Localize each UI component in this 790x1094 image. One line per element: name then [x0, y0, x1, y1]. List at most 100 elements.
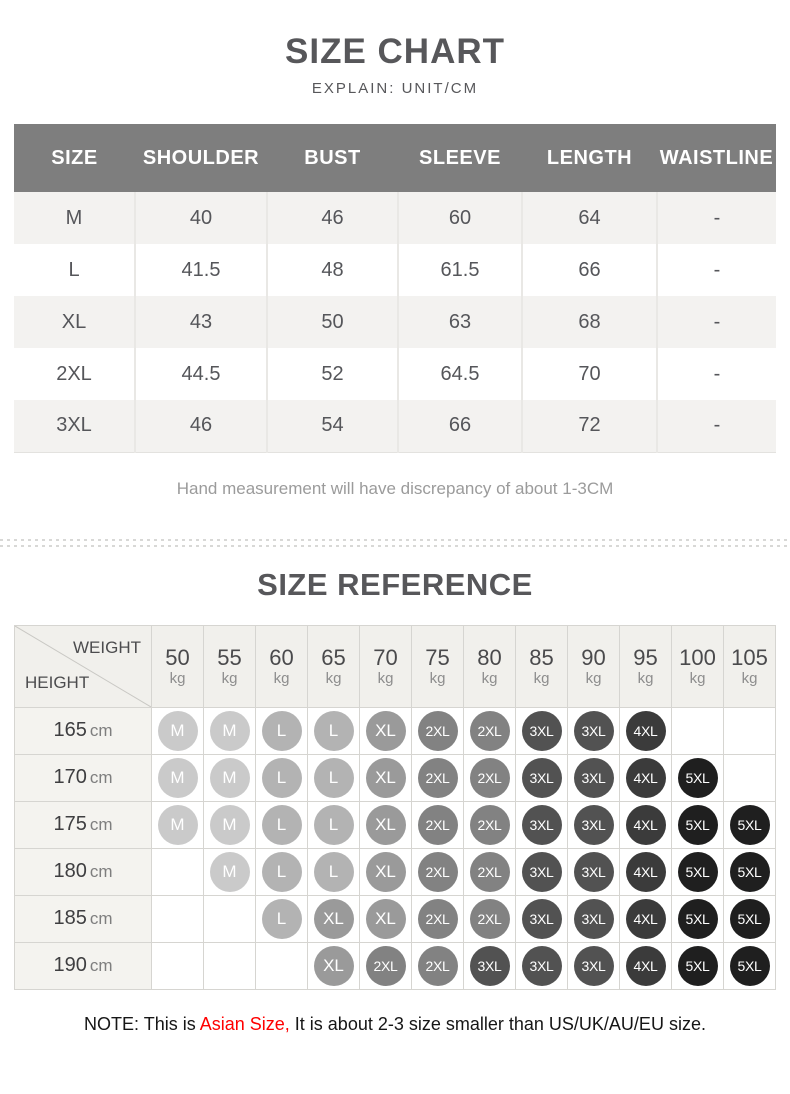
size-badge: XL: [365, 710, 406, 751]
size-cell: 3XL: [515, 753, 568, 802]
size-badge: M: [209, 710, 250, 751]
height-unit: cm: [89, 721, 113, 740]
measurement-value: -: [657, 296, 776, 348]
empty-size-cell: [723, 753, 776, 802]
size-badge: L: [261, 804, 302, 845]
size-badge: 4XL: [625, 851, 666, 892]
measurement-value: 72: [522, 400, 658, 452]
size-badge: M: [209, 851, 250, 892]
weight-unit: kg: [585, 670, 602, 688]
height-value: 175: [53, 813, 87, 835]
size-cell: 4XL: [619, 847, 672, 896]
size-cell: 5XL: [671, 753, 724, 802]
measurement-value: 64: [522, 192, 658, 244]
size-badge: 5XL: [677, 804, 718, 845]
size-badge: L: [313, 757, 354, 798]
size-cell: L: [307, 800, 360, 849]
corner-height-label: HEIGHT: [25, 672, 90, 692]
size-cell: M: [151, 753, 204, 802]
dashed-divider: [0, 538, 790, 547]
weight-value: 85: [529, 644, 554, 670]
size-badge: 5XL: [677, 757, 718, 798]
measurement-note: Hand measurement will have discrepancy o…: [176, 478, 614, 498]
weight-value: 80: [477, 644, 502, 670]
size-badge: 2XL: [417, 898, 458, 939]
size-cell: 5XL: [671, 847, 724, 896]
size-badge: 2XL: [365, 945, 406, 986]
weight-unit: kg: [481, 670, 498, 688]
size-row: XL 43 50 63 68-: [14, 296, 776, 348]
height-value: 180: [53, 860, 87, 882]
weight-value: 90: [581, 644, 606, 670]
empty-size-cell: [151, 847, 204, 896]
size-badge: M: [157, 757, 198, 798]
size-cell: 3XL: [567, 847, 620, 896]
height-row-header: 190 cm: [14, 941, 152, 990]
size-cell: L: [307, 706, 360, 755]
weight-column-header: 80 kg: [463, 624, 516, 708]
size-badge: L: [261, 710, 302, 751]
size-cell: 2XL: [411, 706, 464, 755]
size-badge: L: [313, 710, 354, 751]
size-cell: 5XL: [723, 800, 776, 849]
measurement-value: 46: [267, 192, 399, 244]
size-cell: 2XL: [411, 941, 464, 990]
size-reference-table-body: 165 cm M M L L XL 2XL 2XL 3XL 3XL 4XL 170 cm M M L L XL 2XL…: [14, 706, 776, 990]
empty-size-cell: [151, 941, 204, 990]
size-cell: L: [255, 706, 308, 755]
size-badge: 2XL: [417, 710, 458, 751]
size-cell: XL: [359, 800, 412, 849]
asian-size-highlight: Asian Size,: [199, 1013, 290, 1034]
size-badge: 3XL: [573, 851, 614, 892]
size-cell: 3XL: [515, 941, 568, 990]
weight-unit: kg: [169, 670, 186, 688]
height-unit: cm: [89, 909, 113, 928]
size-badge: 3XL: [469, 945, 510, 986]
measurement-value: 40: [135, 192, 268, 244]
size-badge: 2XL: [417, 851, 458, 892]
size-cell: M: [151, 800, 204, 849]
weight-value: 50: [165, 644, 190, 670]
size-cell: L: [255, 894, 308, 943]
weight-column-header: 105 kg: [723, 624, 776, 708]
size-cell: 5XL: [723, 941, 776, 990]
empty-size-cell: [723, 706, 776, 755]
size-cell: L: [307, 847, 360, 896]
size-cell: XL: [359, 753, 412, 802]
size-cell: 2XL: [463, 753, 516, 802]
size-reference-table: WEIGHT HEIGHT 50 kg 55 kg 60 kg 65 kg 70 kg 75 kg 80…: [14, 624, 776, 990]
size-badge: 5XL: [729, 945, 770, 986]
height-row: 175 cm M M L L XL 2XL 2XL 3XL 3XL 4XL 5XL 5XL: [14, 800, 776, 849]
measurement-value: -: [657, 244, 776, 296]
size-cell: XL: [359, 847, 412, 896]
size-badge: M: [209, 757, 250, 798]
size-cell: 3XL: [567, 753, 620, 802]
height-value: 165: [53, 719, 87, 741]
size-badge: 3XL: [573, 757, 614, 798]
size-cell: 3XL: [515, 706, 568, 755]
measurement-value: 43: [135, 296, 268, 348]
empty-size-cell: [671, 706, 724, 755]
size-badge: M: [209, 804, 250, 845]
size-cell: XL: [307, 941, 360, 990]
size-chart-page: SIZE CHART EXPLAIN: UNIT/CM SIZE SHOULDER…: [0, 34, 790, 1035]
size-badge: L: [261, 898, 302, 939]
size-cell: 3XL: [567, 894, 620, 943]
height-row: 170 cm M M L L XL 2XL 2XL 3XL 3XL 4XL 5XL: [14, 753, 776, 802]
column-header: WAISTLINE: [657, 124, 776, 192]
size-cell: M: [151, 706, 204, 755]
header-row: SIZE SHOULDER BUST SLEEVE LENGTH WAISTLINE: [14, 124, 776, 192]
size-cell: XL: [359, 706, 412, 755]
weight-value: 55: [217, 644, 242, 670]
size-row: 3XL 46 54 66 72-: [14, 400, 776, 452]
measurement-value: 64.5: [398, 348, 523, 400]
empty-size-cell: [203, 941, 256, 990]
size-cell: 4XL: [619, 941, 672, 990]
weight-column-header: 85 kg: [515, 624, 568, 708]
size-cell: 3XL: [567, 800, 620, 849]
weight-header-row: WEIGHT HEIGHT 50 kg 55 kg 60 kg 65 kg 70 kg 75 kg 80…: [14, 624, 776, 708]
empty-size-cell: [203, 894, 256, 943]
size-row: M 40 46 60 64-: [14, 192, 776, 244]
weight-value: 105: [731, 644, 768, 670]
